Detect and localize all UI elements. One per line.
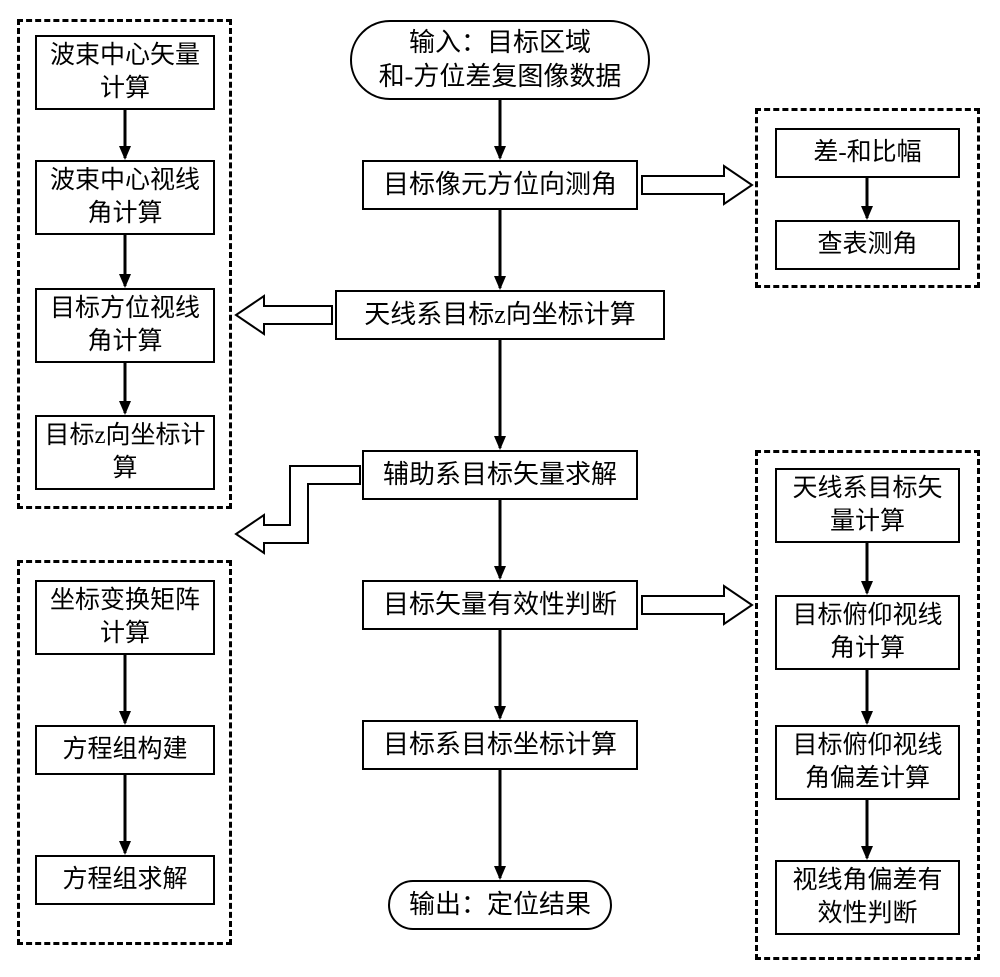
input-terminal: 输入：目标区域 和-方位差复图像数据 <box>350 20 650 100</box>
right-bottom-b2: 目标俯仰视线角计算 <box>775 595 960 670</box>
center-n4: 目标矢量有效性判断 <box>362 580 638 630</box>
hollow-arrow-n1-right <box>642 166 752 204</box>
center-n2: 天线系目标z向坐标计算 <box>335 290 665 340</box>
center-n5: 目标系目标坐标计算 <box>362 720 638 770</box>
hollow-arrow-n4-right <box>642 586 752 624</box>
left-top-b3: 目标方位视线角计算 <box>35 288 215 363</box>
hollow-arrow-n2-left <box>236 296 332 334</box>
right-bottom-b3: 目标俯仰视线角偏差计算 <box>775 725 960 800</box>
right-top-b1: 差-和比幅 <box>775 128 960 178</box>
input-line2: 和-方位差复图像数据 <box>379 60 622 94</box>
hollow-arrow-n3-bent <box>236 466 360 553</box>
center-n1: 目标像元方位向测角 <box>362 160 638 210</box>
left-bottom-b3: 方程组求解 <box>35 855 215 905</box>
center-n3: 辅助系目标矢量求解 <box>362 450 638 500</box>
left-top-b4: 目标z向坐标计算 <box>35 415 215 490</box>
right-top-b2: 查表测角 <box>775 220 960 270</box>
input-line1: 输入：目标区域 <box>379 26 622 60</box>
left-top-b1: 波束中心矢量计算 <box>35 35 215 110</box>
output-terminal: 输出：定位结果 <box>388 880 612 930</box>
left-bottom-b1: 坐标变换矩阵计算 <box>35 580 215 655</box>
right-bottom-b4: 视线角偏差有效性判断 <box>775 860 960 935</box>
left-bottom-b2: 方程组构建 <box>35 725 215 775</box>
right-bottom-b1: 天线系目标矢量计算 <box>775 468 960 543</box>
left-top-b2: 波束中心视线角计算 <box>35 160 215 235</box>
